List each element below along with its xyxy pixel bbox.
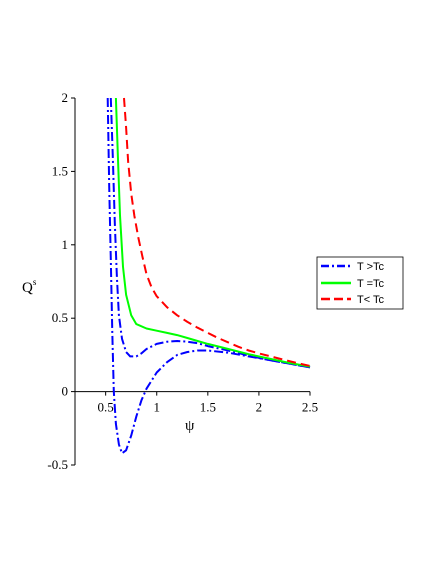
legend-label-t-equal-tc: T =Tc (357, 278, 385, 290)
x-tick-label: 2.5 (302, 400, 318, 415)
y-tick-label: 2 (62, 90, 69, 105)
ticks (71, 97, 311, 466)
series-line (109, 97, 311, 369)
x-axis-title: ψ (185, 418, 195, 434)
y-tick-label: 1.5 (52, 163, 68, 178)
y-tick-label: 1 (62, 237, 69, 252)
series-3 (123, 97, 311, 367)
x-tick-label: 0.5 (98, 400, 114, 415)
series-2 (114, 97, 311, 368)
series-line (123, 97, 311, 367)
legend: T >Tc T =Tc T< Tc (316, 256, 404, 310)
series-1 (106, 97, 311, 455)
legend-item-t-greater-tc: T >Tc (321, 261, 385, 273)
legend-label-t-greater-tc: T >Tc (357, 261, 385, 273)
y-tick-label: -0.5 (47, 457, 68, 472)
tick-labels: 0.5 1 1.5 2 2.5 -0.5 0 0.5 1 1.5 2 (47, 90, 318, 472)
legend-label-t-less-tc: T< Tc (357, 294, 385, 306)
x-tick-label: 2 (256, 400, 263, 415)
legend-item-t-equal-tc: T =Tc (321, 278, 385, 290)
series-layer (106, 97, 311, 455)
x-tick-label: 1.5 (200, 400, 216, 415)
x-tick-label: 1 (153, 400, 160, 415)
series-line (106, 97, 311, 455)
y-tick-label: 0 (62, 384, 69, 399)
y-axis-title-superscript: s (33, 277, 37, 287)
y-axis-title-main: Q (22, 280, 33, 296)
y-axis-title: Qs (22, 277, 37, 296)
series-line (114, 97, 311, 368)
legend-item-t-less-tc: T< Tc (321, 294, 385, 306)
y-tick-label: 0.5 (52, 310, 68, 325)
